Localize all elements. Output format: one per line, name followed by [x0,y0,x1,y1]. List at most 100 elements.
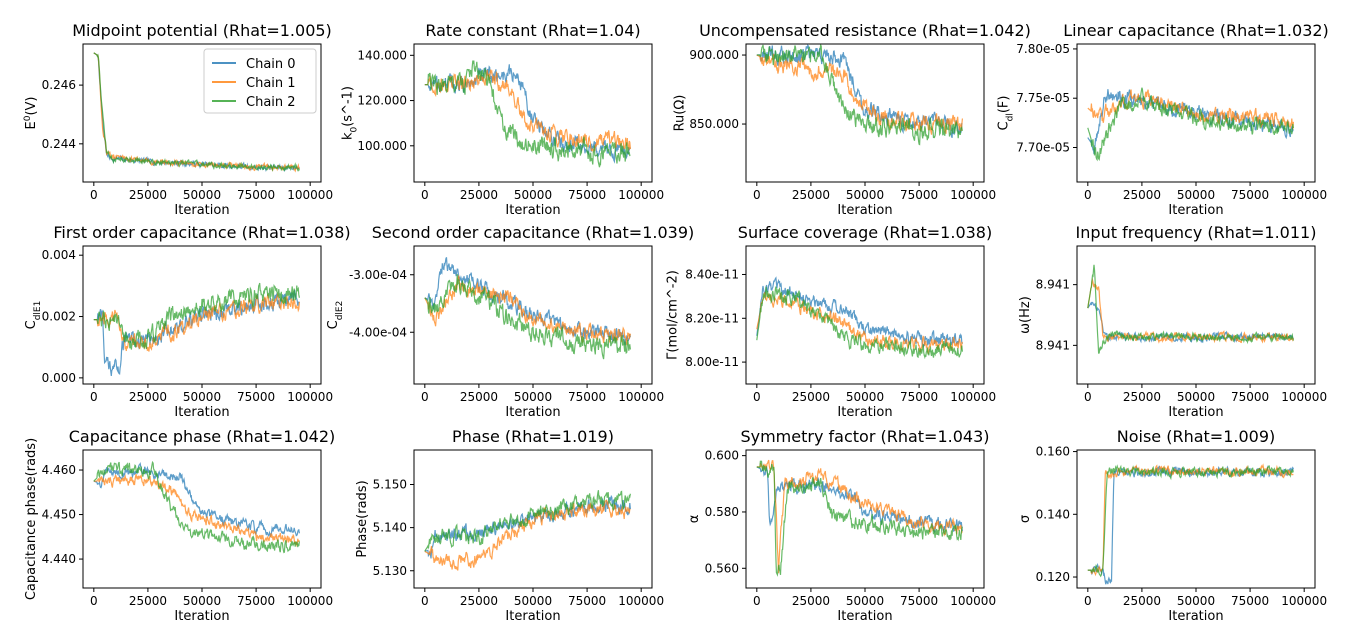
y-tick-label: 0.000 [42,371,76,385]
x-tick-label: 50000 [846,188,884,202]
y-tick-label: 0.160 [1036,445,1070,459]
x-tick-label: 25000 [792,594,830,608]
trace-line-chain-1 [1087,463,1294,577]
trace-line-chain-2 [424,274,631,360]
subplot-title: Symmetry factor (Rhat=1.043) [740,427,989,446]
x-tick-label: 25000 [129,594,167,608]
subplot-title: Linear capacitance (Rhat=1.032) [1063,21,1329,40]
y-axis-label: Capacitance phase(rads) [24,438,39,600]
y-tick-label: 900.000 [689,48,739,62]
trace-line-chain-2 [93,52,300,172]
trace-line-chain-2 [424,59,631,168]
y-axis-label: CdlE2 [326,301,345,330]
trace-line-chain-2 [93,460,300,554]
trace-line-chain-2 [424,490,631,552]
trace-line-chain-1 [424,274,631,346]
y-axis-label: ω(Hz) [1018,296,1033,334]
x-tick-label: 25000 [460,390,498,404]
y-tick-label: 0.002 [42,310,76,324]
x-tick-label: 75000 [1231,390,1269,404]
y-axis-label: Phase(rads) [355,480,370,557]
y-axis-label: α [687,515,702,524]
x-tick-label: 50000 [514,390,552,404]
x-tick-label: 100000 [1281,188,1327,202]
x-tick-label: 0 [90,594,98,608]
y-tick-label: 0.140 [1036,507,1070,521]
y-tick-label: 0.004 [42,248,76,262]
y-tick-label: 8.40e-11 [685,267,739,281]
y-tick-label: 120.000 [357,94,407,108]
x-tick-label: 75000 [568,188,606,202]
x-tick-label: 100000 [1281,390,1327,404]
x-tick-label: 0 [90,188,98,202]
x-tick-label: 25000 [460,188,498,202]
trace-line-chain-2 [1087,87,1294,162]
y-tick-label: -3.00e-04 [349,268,407,282]
x-tick-label: 50000 [514,188,552,202]
x-axis-label: Iteration [174,203,229,218]
x-tick-label: 75000 [237,390,275,404]
x-tick-label: 75000 [237,594,275,608]
y-tick-label: 0.120 [1036,570,1070,584]
y-tick-label: 0.580 [705,505,739,519]
x-tick-label: 50000 [1177,594,1215,608]
subplot-6: 0 25000 50000 75000 100000 8.00e-11 8.20e-11 8.… [665,223,996,420]
x-tick-label: 25000 [129,188,167,202]
x-tick-label: 100000 [1281,594,1327,608]
subplot-title: Uncompensated resistance (Rhat=1.042) [699,21,1031,40]
x-tick-label: 75000 [568,390,606,404]
subplot-title: Capacitance phase (Rhat=1.042) [69,427,336,446]
subplot-1: 0 25000 50000 75000 100000 100.000 120.000 140.… [341,21,664,218]
x-tick-label: 25000 [460,594,498,608]
y-tick-label: 7.80e-05 [1016,42,1070,56]
trace-line-chain-0 [424,64,631,164]
subplot-title: Midpoint potential (Rhat=1.005) [72,21,332,40]
subplot-3: 0 25000 50000 75000 100000 7.70e-05 7.75e-05 7.… [996,21,1328,218]
subplot-0: 0 25000 50000 75000 100000 0.244 0.246 Midpoint… [23,21,333,218]
trace-line-chain-1 [93,473,300,548]
x-tick-label: 75000 [568,594,606,608]
x-tick-label: 25000 [1123,594,1161,608]
y-tick-label: 0.246 [42,78,76,92]
x-tick-label: 100000 [618,594,664,608]
trace-line-chain-2 [1087,264,1294,354]
subplot-2: 0 25000 50000 75000 100000 850.000 900.000 Unco… [673,21,1031,218]
y-tick-label: 5.140 [373,521,407,535]
trace-line-chain-1 [424,69,631,154]
x-tick-label: 75000 [1231,594,1269,608]
x-tick-label: 25000 [1123,188,1161,202]
subplot-title: Rate constant (Rhat=1.04) [425,21,640,40]
y-tick-label: 8.941 [1036,338,1070,352]
y-axis-label: Ru(Ω) [673,95,688,132]
y-tick-label: 5.130 [373,564,407,578]
trace-line-chain-1 [93,293,300,352]
y-axis-label: σ [1018,515,1033,523]
x-axis-label: Iteration [1168,203,1223,218]
x-axis-label: Iteration [837,203,892,218]
x-tick-label: 75000 [900,390,938,404]
y-tick-label: 0.600 [705,449,739,463]
trace-line-chain-2 [756,460,963,577]
trace-line-chain-2 [756,286,963,360]
legend: Chain 0 Chain 1 Chain 2 [203,48,317,114]
trace-line-chain-0 [756,44,963,138]
trace-line-chain-2 [1087,464,1294,578]
x-axis-label: Iteration [837,405,892,420]
y-axis-label: Γ(mol/cm^-2) [665,270,680,360]
subplot-10: 0 25000 50000 75000 100000 0.560 0.580 0.600Sym… [687,427,996,624]
y-tick-label: 5.150 [373,478,407,492]
x-tick-label: 0 [753,390,761,404]
trace-line-chain-0 [93,461,300,538]
legend-entry: Chain 0 [246,57,296,72]
x-axis-label: Iteration [505,405,560,420]
trace-line-chain-0 [1087,465,1294,585]
x-axis-label: Iteration [1168,609,1223,624]
x-tick-label: 0 [1084,188,1092,202]
x-tick-label: 0 [1084,390,1092,404]
x-tick-label: 100000 [287,594,333,608]
trace-line-chain-2 [93,282,300,350]
subplot-title: Second order capacitance (Rhat=1.039) [372,223,695,242]
x-axis-label: Iteration [174,609,229,624]
subplot-title: Phase (Rhat=1.019) [452,427,614,446]
